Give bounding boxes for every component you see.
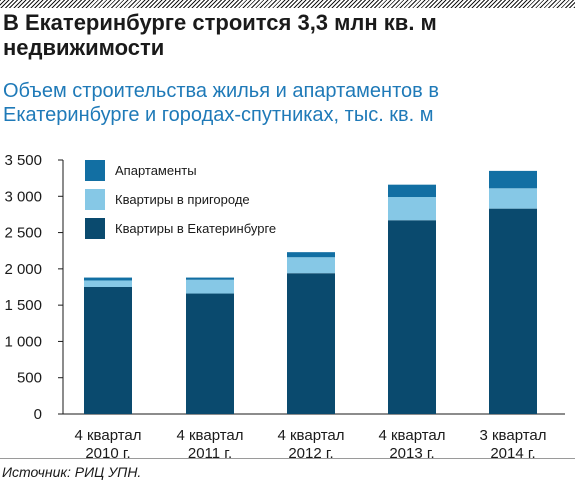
header-hatch xyxy=(0,0,575,8)
chart-subtitle: Объем строительства жилья и апартаментов… xyxy=(3,80,439,126)
y-tick-label: 500 xyxy=(17,370,42,387)
legend-label: Апартаменты xyxy=(115,163,197,178)
source-note: Источник: РИЦ УПН. xyxy=(2,464,142,480)
bar-segment xyxy=(84,277,132,281)
legend-label: Квартиры в пригороде xyxy=(115,192,250,207)
x-tick-label: 4 квартал xyxy=(277,427,344,444)
legend-label: Квартиры в Екатеринбурге xyxy=(115,221,276,236)
y-tick-label: 3 500 xyxy=(4,152,42,169)
x-tick-label: 2013 г. xyxy=(389,445,434,462)
x-tick-label: 2012 г. xyxy=(288,445,333,462)
y-tick-label: 2 500 xyxy=(4,225,42,242)
bar-segment xyxy=(287,273,335,414)
bar-segment xyxy=(287,252,335,258)
y-tick-label: 0 xyxy=(34,406,42,423)
legend-swatch xyxy=(85,189,105,210)
bar-segment xyxy=(489,170,537,189)
x-tick-label: 4 квартал xyxy=(378,427,445,444)
bar-segment xyxy=(388,197,436,221)
bar-segment xyxy=(84,287,132,414)
x-tick-label: 2011 г. xyxy=(188,445,232,462)
bar-segment xyxy=(388,220,436,414)
legend-swatch xyxy=(85,218,105,239)
x-tick-label: 2010 г. xyxy=(85,445,130,462)
y-tick-label: 1 000 xyxy=(4,333,42,350)
legend-swatch xyxy=(85,160,105,181)
bar-segment xyxy=(287,257,335,274)
bar-segment xyxy=(186,277,234,280)
y-tick-label: 3 000 xyxy=(4,188,42,205)
bar-segment xyxy=(186,293,234,414)
y-tick-label: 1 500 xyxy=(4,297,42,314)
bar-segment xyxy=(489,208,537,414)
y-tick-label: 2 000 xyxy=(4,261,42,278)
x-tick-label: 4 квартал xyxy=(176,427,243,444)
bar-segment xyxy=(186,279,234,294)
x-tick-label: 3 квартал xyxy=(479,427,546,444)
chart-title: В Екатеринбурге строится 3,3 млн кв. м н… xyxy=(3,10,437,60)
bar-segment xyxy=(388,184,436,198)
x-tick-label: 2014 г. xyxy=(490,445,535,462)
bar-segment xyxy=(489,188,537,209)
bar-segment xyxy=(84,280,132,287)
x-tick-label: 4 квартал xyxy=(74,427,141,444)
source-divider xyxy=(0,458,575,459)
